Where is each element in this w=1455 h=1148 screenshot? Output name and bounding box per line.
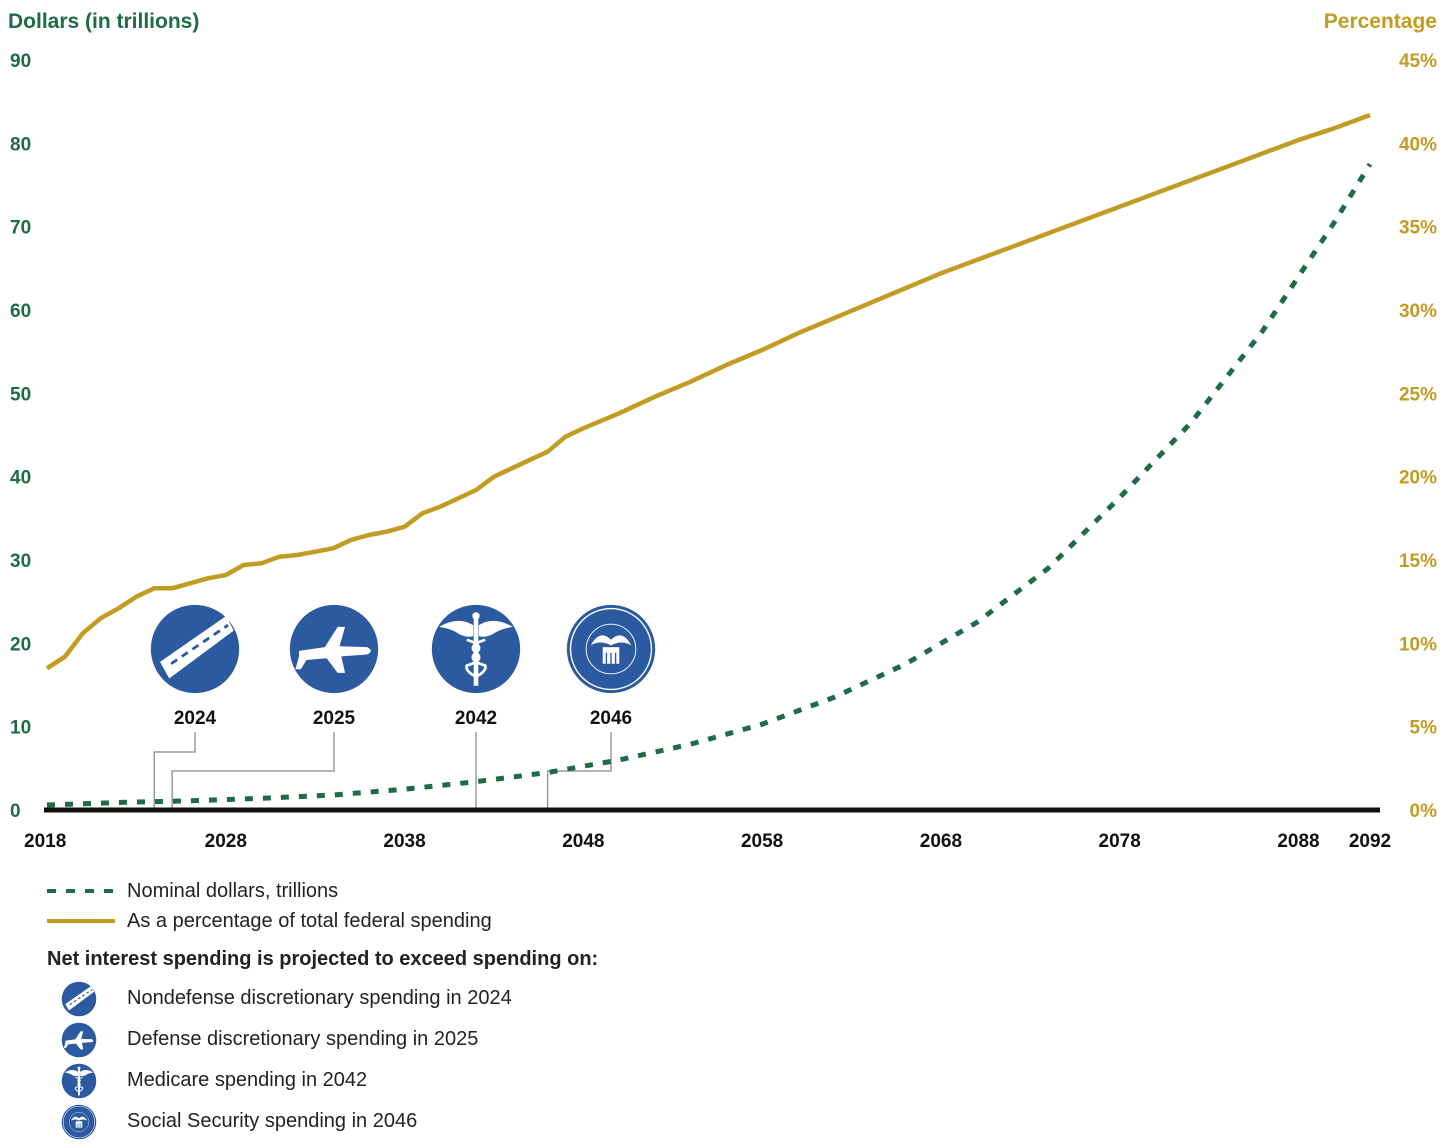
left-tick-label: 60 xyxy=(10,301,31,322)
callouts: 2024 2025 2042 2046 xyxy=(149,603,656,729)
right-tick-label: 15% xyxy=(1399,551,1437,572)
left-tick-label: 40 xyxy=(10,468,31,489)
callout-2025: 2025 xyxy=(289,604,379,729)
fighter-jet-icon xyxy=(289,604,379,694)
chart: Dollars (in trillions) Percentage 010203… xyxy=(8,10,1437,852)
left-tick-label: 90 xyxy=(10,51,31,72)
caduceus-icon xyxy=(430,603,522,695)
x-tick-label: 2028 xyxy=(205,831,247,852)
legend-item-dollars: Nominal dollars, trillions xyxy=(47,876,947,906)
x-tick-label: 2068 xyxy=(920,831,962,852)
left-tick-label: 80 xyxy=(10,134,31,155)
right-tick-label: 0% xyxy=(1410,801,1438,822)
x-tick-label: 2092 xyxy=(1349,831,1391,852)
x-tick-label: 2048 xyxy=(562,831,604,852)
road-icon xyxy=(61,980,97,1017)
x-axis-ticks: 2018 2028 2038 2048 2058 2068 2078 2088 2092 xyxy=(24,831,1391,852)
callout-year-label: 2025 xyxy=(313,708,356,729)
legend-item-percentage: As a percentage of total federal spendin… xyxy=(47,906,947,936)
note-item: Nondefense discretionary spending in 202… xyxy=(47,978,947,1019)
social-security-seal-icon xyxy=(61,1103,97,1140)
right-tick-label: 35% xyxy=(1399,218,1437,239)
callout-2046: 2046 xyxy=(566,604,656,729)
note-item: Defense discretionary spending in 2025 xyxy=(47,1019,947,1060)
note-text: Defense discretionary spending in 2025 xyxy=(127,1028,479,1050)
x-tick-label: 2088 xyxy=(1277,831,1319,852)
fighter-jet-icon xyxy=(61,1022,97,1057)
callout-leaders xyxy=(153,732,612,810)
right-tick-label: 30% xyxy=(1399,301,1437,322)
left-tick-label: 30 xyxy=(10,551,31,572)
callout-leader-line xyxy=(546,732,612,810)
x-tick-label: 2058 xyxy=(741,831,783,852)
callout-leader-line xyxy=(171,732,335,810)
solid-line-swatch xyxy=(47,915,117,927)
legend-label-percentage: As a percentage of total federal spendin… xyxy=(127,909,492,932)
left-tick-label: 20 xyxy=(10,634,31,655)
left-axis-title: Dollars (in trillions) xyxy=(8,10,199,33)
callout-2042: 2042 xyxy=(430,603,522,729)
right-tick-label: 40% xyxy=(1399,134,1437,155)
x-tick-label: 2038 xyxy=(383,831,425,852)
note-item: Social Security spending in 2046 xyxy=(47,1101,947,1142)
dotted-line-swatch xyxy=(47,885,117,897)
social-security-seal-icon xyxy=(566,604,656,694)
right-tick-label: 5% xyxy=(1410,718,1438,739)
callout-year-label: 2046 xyxy=(590,708,632,729)
x-tick-label: 2078 xyxy=(1099,831,1141,852)
percentage-series-line xyxy=(45,112,1371,671)
note-text: Social Security spending in 2046 xyxy=(127,1110,418,1132)
note-item: Medicare spending in 2042 xyxy=(47,1060,947,1101)
note-text: Nondefense discretionary spending in 202… xyxy=(127,987,512,1009)
callout-2024: 2024 xyxy=(149,603,241,729)
x-tick-label: 2018 xyxy=(24,831,66,852)
legend-label-dollars: Nominal dollars, trillions xyxy=(127,879,339,902)
notes-title: Net interest spending is projected to ex… xyxy=(47,948,599,970)
left-tick-label: 0 xyxy=(10,801,21,822)
right-axis-title: Percentage xyxy=(1324,10,1437,33)
left-tick-label: 50 xyxy=(10,384,31,405)
caduceus-icon xyxy=(61,1062,97,1099)
left-tick-label: 70 xyxy=(10,218,31,239)
callout-year-label: 2024 xyxy=(174,708,217,729)
right-axis-ticks: 0% 5% 10% 15% 20% 25% 30% 35% 40% 45% xyxy=(1399,51,1437,822)
left-tick-label: 10 xyxy=(10,718,31,739)
notes-list: Nondefense discretionary spending in 202… xyxy=(47,978,947,1142)
right-tick-label: 45% xyxy=(1399,51,1437,72)
road-icon xyxy=(149,603,241,695)
right-tick-label: 25% xyxy=(1399,384,1437,405)
left-axis-ticks: 0 10 20 30 40 50 60 70 80 90 xyxy=(10,51,31,822)
legend: Nominal dollars, trillions As a percenta… xyxy=(47,876,947,1142)
right-tick-label: 10% xyxy=(1399,634,1437,655)
callout-leader-line xyxy=(153,732,196,810)
note-text: Medicare spending in 2042 xyxy=(127,1069,368,1091)
series-layer xyxy=(45,112,1373,808)
callout-year-label: 2042 xyxy=(455,708,497,729)
dollars-series-line xyxy=(46,162,1373,808)
right-tick-label: 20% xyxy=(1399,468,1437,489)
